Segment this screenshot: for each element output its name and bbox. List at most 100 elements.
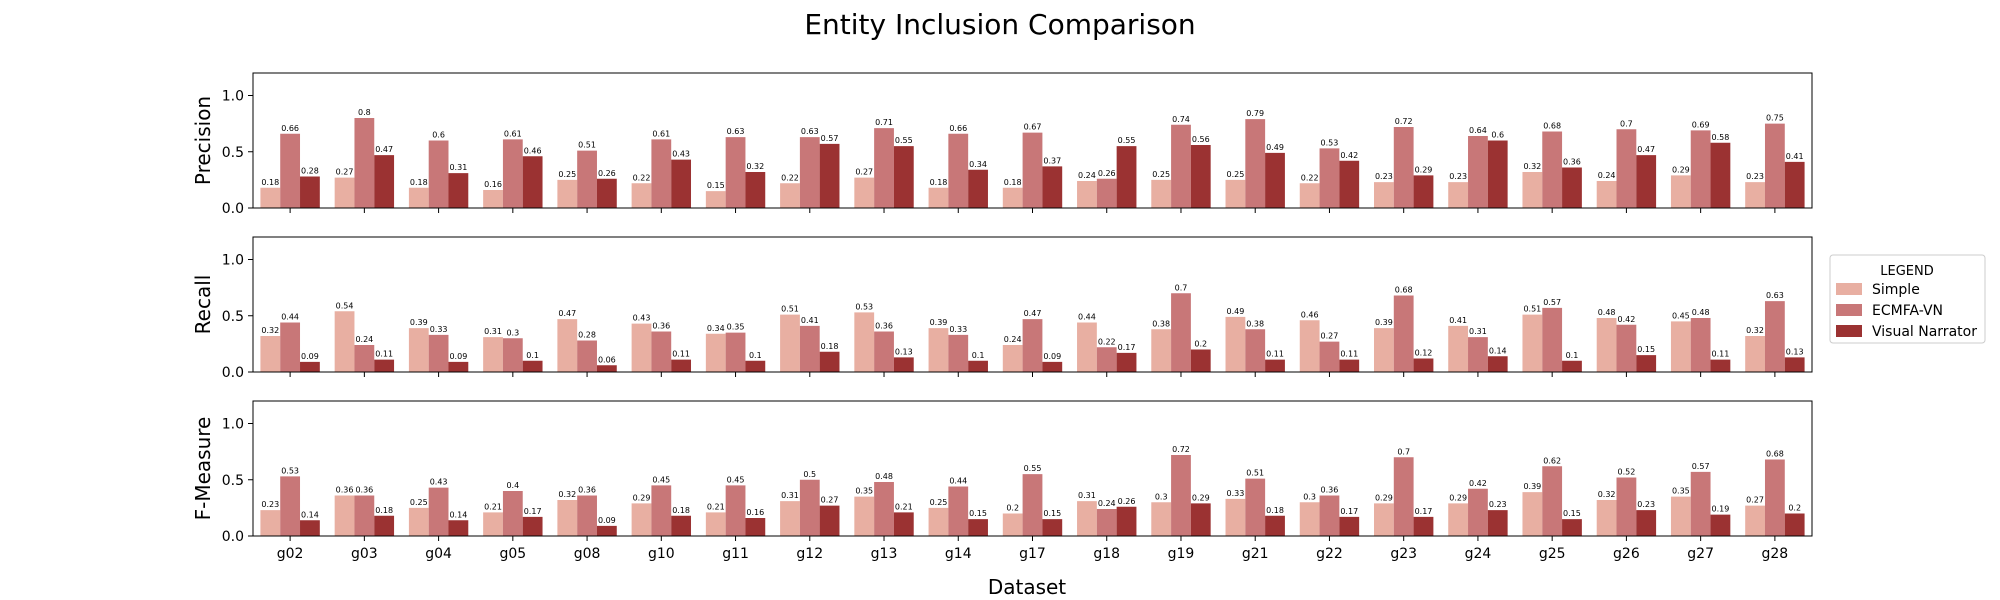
bar-precision-ecmfa-vn-g08 xyxy=(577,150,597,209)
bar-recall-visual-narrator-g28 xyxy=(1784,357,1805,373)
bar-f-measure-simple-g18 xyxy=(1077,501,1097,537)
data-label: 0.23 xyxy=(1449,172,1467,181)
data-label: 0.15 xyxy=(1637,345,1655,354)
data-label: 0.25 xyxy=(1152,170,1170,179)
data-label: 0.36 xyxy=(652,322,670,331)
bar-precision-simple-g24 xyxy=(1448,182,1469,209)
data-label: 0.46 xyxy=(1301,310,1319,319)
bar-f-measure-ecmfa-vn-g23 xyxy=(1393,457,1414,536)
data-label: 0.68 xyxy=(1543,122,1561,131)
data-label: 0.48 xyxy=(1692,308,1710,317)
data-label: 0.21 xyxy=(895,502,913,511)
data-label: 0.33 xyxy=(1227,489,1245,498)
bar-recall-simple-g12 xyxy=(780,314,800,373)
bar-recall-simple-g25 xyxy=(1522,314,1543,373)
bar-f-measure-simple-g26 xyxy=(1596,500,1617,536)
bar-recall-ecmfa-vn-g08 xyxy=(577,340,597,372)
data-label: 0.27 xyxy=(821,496,839,505)
bar-precision-ecmfa-vn-g24 xyxy=(1468,136,1488,208)
data-label: 0.35 xyxy=(855,487,873,496)
bar-recall-ecmfa-vn-g02 xyxy=(280,322,301,372)
bar-f-measure-visual-narrator-g19 xyxy=(1190,503,1211,537)
data-label: 0.43 xyxy=(672,150,690,159)
bar-precision-ecmfa-vn-g17 xyxy=(1022,132,1043,209)
x-tick-label: g24 xyxy=(1465,546,1492,562)
data-label: 0.18 xyxy=(375,506,393,515)
bar-recall-simple-g05 xyxy=(483,337,503,373)
bar-f-measure-visual-narrator-g08 xyxy=(596,525,617,537)
data-label: 0.16 xyxy=(746,508,764,517)
bar-f-measure-simple-g19 xyxy=(1151,502,1172,536)
data-label: 0.51 xyxy=(781,305,799,314)
data-label: 0.35 xyxy=(1672,487,1690,496)
data-label: 0.29 xyxy=(1415,165,1433,174)
bar-recall-visual-narrator-g23 xyxy=(1413,358,1434,372)
bar-f-measure-simple-g11 xyxy=(705,512,726,537)
data-label: 0.71 xyxy=(875,118,893,127)
data-label: 0.33 xyxy=(949,325,967,334)
bar-f-measure-simple-g13 xyxy=(854,496,875,537)
bar-precision-visual-narrator-g10 xyxy=(671,159,692,209)
bar-f-measure-ecmfa-vn-g26 xyxy=(1616,477,1637,536)
bar-f-measure-ecmfa-vn-g24 xyxy=(1468,488,1488,536)
data-label: 0.39 xyxy=(1523,482,1541,491)
x-tick-label: g02 xyxy=(277,546,304,562)
legend: LEGEND Simple ECMFA-VN Visual Narrator xyxy=(1829,254,1986,344)
panel-precision: 0.18 0.27 0.18 0.16 0.25 0.22 0.15 0.22 0.27 0.18… xyxy=(191,72,1813,217)
x-tick-label: g05 xyxy=(499,546,526,562)
data-label: 0.13 xyxy=(1786,347,1804,356)
data-label: 0.2 xyxy=(1006,504,1019,513)
legend-label-simple: Simple xyxy=(1872,282,1920,298)
data-label: 0.3 xyxy=(1155,492,1168,501)
data-label: 0.61 xyxy=(504,129,522,138)
data-label: 0.26 xyxy=(1118,497,1136,506)
data-label: 0.39 xyxy=(410,318,428,327)
data-label: 0.27 xyxy=(1321,332,1339,341)
bar-precision-simple-g25 xyxy=(1522,172,1543,208)
bar-recall-ecmfa-vn-g12 xyxy=(799,325,820,373)
data-label: 0.33 xyxy=(430,325,448,334)
data-label: 0.56 xyxy=(1192,135,1210,144)
bar-recall-visual-narrator-g26 xyxy=(1636,355,1657,373)
data-label: 0.6 xyxy=(1491,131,1504,140)
bar-precision-visual-narrator-g18 xyxy=(1116,146,1137,209)
bar-f-measure-simple-g27 xyxy=(1670,496,1691,537)
data-label: 0.3 xyxy=(1303,492,1316,501)
x-tick-label: g04 xyxy=(425,546,452,562)
bar-f-measure-visual-narrator-g03 xyxy=(374,515,395,536)
data-label: 0.15 xyxy=(707,181,725,190)
data-label: 0.58 xyxy=(1712,133,1730,142)
x-tick-label: g14 xyxy=(945,546,972,562)
data-label: 0.21 xyxy=(484,502,502,511)
bar-f-measure-visual-narrator-g17 xyxy=(1042,519,1063,537)
bar-precision-ecmfa-vn-g04 xyxy=(428,140,449,208)
bar-recall-visual-narrator-g08 xyxy=(596,365,617,372)
bar-precision-simple-g11 xyxy=(705,191,726,209)
bar-f-measure-simple-g28 xyxy=(1745,505,1765,537)
data-label: 0.18 xyxy=(1004,178,1022,187)
data-label: 0.25 xyxy=(1227,170,1245,179)
data-label: 0.18 xyxy=(821,342,839,351)
data-label: 0.44 xyxy=(1078,313,1096,322)
bar-precision-visual-narrator-g24 xyxy=(1487,140,1508,208)
x-tick-label: g12 xyxy=(796,546,823,562)
bar-f-measure-ecmfa-vn-g27 xyxy=(1690,471,1711,537)
data-label: 0.18 xyxy=(261,178,279,187)
bar-precision-simple-g02 xyxy=(260,187,281,208)
data-label: 0.66 xyxy=(281,124,299,133)
bar-recall-ecmfa-vn-g11 xyxy=(725,332,746,373)
data-label: 0.55 xyxy=(895,136,913,145)
bar-f-measure-visual-narrator-g27 xyxy=(1710,514,1731,537)
bar-f-measure-visual-narrator-g22 xyxy=(1339,516,1360,537)
y-tick-label: 0.0 xyxy=(222,201,244,217)
data-label: 0.47 xyxy=(375,145,393,154)
data-label: 0.39 xyxy=(930,318,948,327)
data-label: 0.68 xyxy=(1395,286,1413,295)
data-label: 0.22 xyxy=(1098,337,1116,346)
data-label: 0.47 xyxy=(558,309,576,318)
bar-recall-visual-narrator-g05 xyxy=(522,360,543,372)
x-tick-label: g23 xyxy=(1390,546,1417,562)
data-label: 0.29 xyxy=(1375,493,1393,502)
